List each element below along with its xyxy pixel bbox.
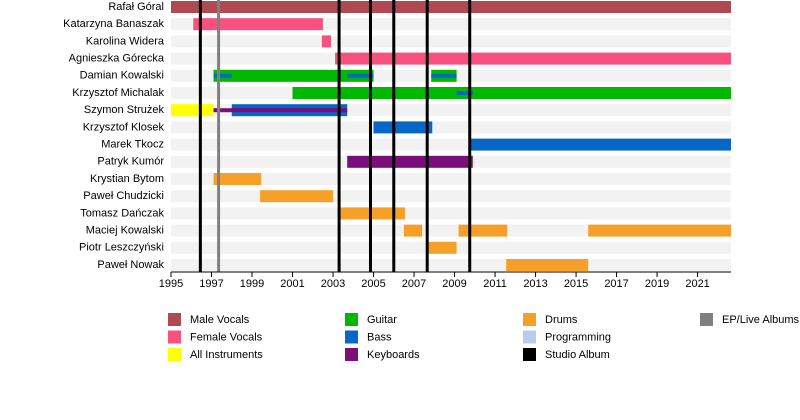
role-stripe [431,73,457,78]
legend-swatch [168,330,181,344]
x-tick-label: 2017 [604,278,628,290]
row-band [171,207,731,220]
row-band [171,190,731,203]
row-band [171,259,731,271]
role-stripe [213,73,232,78]
role-bar [193,18,323,31]
x-tick-label: 1997 [199,278,223,290]
legend-label: Guitar [367,314,397,326]
legend-label: Bass [367,331,392,343]
legend-label: Male Vocals [190,314,250,326]
member-label: Krzysztof Klosek [83,121,165,133]
role-bar [373,121,433,134]
legend-swatch [523,313,536,326]
x-tick-label: 2007 [402,278,426,290]
legend-label: Keyboards [367,349,420,361]
x-tick-label: 1999 [240,278,264,290]
role-stripe [213,108,348,113]
role-bar [347,155,473,168]
legend-swatch [168,313,181,326]
legend-swatch [523,348,536,361]
row-band [171,35,731,48]
member-label: Krystian Bytom [90,173,164,185]
x-tick-label: 2019 [645,278,669,290]
member-label: Damian Kowalski [80,70,164,82]
x-tick-label: 2015 [564,278,588,290]
role-bar [260,190,334,203]
x-tick-label: 1995 [159,278,183,290]
member-label: Paweł Chudzicki [83,190,164,202]
member-label: Rafał Góral [108,1,164,13]
role-bar [171,104,214,117]
x-tick-label: 2001 [280,278,304,290]
role-bar [321,35,331,48]
legend-swatch [700,313,713,326]
legend-swatch [168,348,181,361]
role-stripe [456,91,473,95]
x-tick-label: 2011 [483,278,507,290]
legend-swatch [345,330,358,344]
member-label: Paweł Nowak [97,259,164,271]
role-bar [427,241,457,254]
role-bar [213,173,262,185]
legend-swatch [345,348,358,361]
member-label: Patryk Kumór [97,156,164,168]
member-label: Piotr Leszczyński [79,242,164,254]
member-label: Agnieszka Górecka [69,53,165,65]
role-bar [588,224,731,237]
row-band [171,121,731,134]
member-label: Krzysztof Michalak [72,87,164,99]
legend-label: Drums [545,314,578,326]
member-label: Tomasz Dańczak [80,207,164,219]
member-label: Maciej Kowalski [86,225,164,237]
legend-label: Studio Album [545,349,610,361]
role-bar [340,207,405,220]
legend-label: Female Vocals [190,331,263,343]
member-label: Szymon Strużek [84,104,165,116]
role-bar [458,224,508,237]
x-tick-label: 2003 [321,278,345,290]
x-tick-label: 2009 [442,278,466,290]
role-bar [506,259,589,271]
legend-swatch [523,330,536,344]
x-tick-label: 2005 [361,278,385,290]
legend-label: All Instruments [190,349,263,361]
member-label: Karolina Widera [86,35,165,47]
role-bar [292,87,731,99]
role-bar [335,52,731,65]
row-band [171,173,731,185]
role-bar [470,138,731,151]
role-bar [403,224,423,237]
role-bar [171,1,731,13]
x-tick-label: 2013 [523,278,547,290]
legend-swatch [345,313,358,326]
role-stripe [347,73,374,78]
role-bar [213,69,374,82]
member-label: Marek Tkocz [101,139,164,151]
x-tick-label: 2021 [685,278,709,290]
member-label: Katarzyna Banaszak [63,18,164,30]
legend-label: Programming [545,331,611,343]
legend-label: EP/Live Albums [722,314,800,326]
